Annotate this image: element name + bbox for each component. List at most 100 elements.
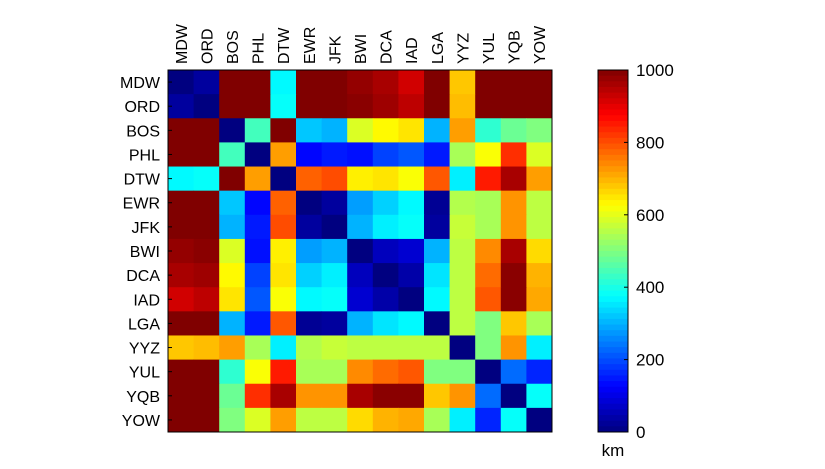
- heatmap-cell: [398, 287, 425, 312]
- row-label: BWI: [130, 244, 160, 261]
- heatmap-cell: [526, 70, 553, 95]
- heatmap-cell: [500, 214, 527, 240]
- row-label: PHL: [129, 147, 160, 164]
- heatmap-cell: [296, 359, 323, 385]
- row-labels: MDW ORD BOS PHL DTW EWR JFK BWI DCA IAD LGA YYZ YUL Y…: [120, 75, 172, 430]
- colorbar-segment: [598, 86, 628, 94]
- colorbar-segment: [598, 228, 628, 235]
- heatmap-cell: [321, 166, 348, 192]
- heatmap-cell: [321, 311, 348, 336]
- heatmap-cell: [398, 311, 425, 336]
- heatmap-cell: [500, 94, 527, 119]
- colorbar-segment: [598, 245, 628, 252]
- heatmap-cell: [219, 359, 246, 385]
- heatmap-cell: [296, 142, 323, 168]
- heatmap-cell: [347, 118, 374, 143]
- colorbar-segment: [598, 251, 628, 258]
- heatmap-cell: [347, 166, 374, 192]
- heatmap-cell: [424, 238, 451, 264]
- heatmap-cell: [193, 311, 220, 336]
- heatmap-cell: [296, 94, 323, 119]
- heatmap-cell: [193, 166, 220, 192]
- colorbar-tick-label: 0: [636, 423, 645, 442]
- colorbar-segment: [598, 369, 628, 376]
- heatmap-cell: [296, 263, 323, 288]
- heatmap-cell: [372, 214, 399, 240]
- heatmap-cell: [449, 214, 476, 240]
- heatmap-cell: [321, 359, 348, 385]
- heatmap-cell: [321, 383, 348, 409]
- column-labels: MDW ORD BOS PHL DTW EWR JFK BWI DCA IAD LGA YYZ YUL Y…: [174, 23, 549, 64]
- heatmap-cell: [372, 238, 399, 264]
- heatmap-cell: [475, 287, 502, 312]
- colorbar-segment: [598, 222, 628, 229]
- heatmap-cell: [193, 94, 220, 119]
- heatmap-cell: [219, 94, 246, 119]
- colorbar: [598, 70, 628, 433]
- heatmap-cell: [398, 263, 425, 288]
- colorbar-segment: [598, 200, 628, 207]
- heatmap-cell: [321, 94, 348, 119]
- heatmap-cell: [168, 335, 195, 361]
- row-label: JFK: [132, 220, 161, 237]
- heatmap-cell: [449, 287, 476, 312]
- heatmap-cell: [270, 287, 297, 312]
- heatmap-cell: [500, 238, 527, 264]
- heatmap-cell: [321, 335, 348, 361]
- colorbar-ticks: 0 200 400 600 800 1000: [624, 61, 674, 442]
- colorbar-segment: [598, 126, 628, 133]
- heatmap-cell: [449, 166, 476, 192]
- colorbar-segment: [598, 171, 628, 178]
- heatmap-cell: [244, 166, 271, 192]
- colorbar-segment: [598, 318, 628, 326]
- colorbar-segment: [598, 211, 628, 218]
- colorbar-segment: [598, 234, 628, 241]
- heatmap-cell: [244, 335, 271, 361]
- heatmap-cell: [424, 166, 451, 192]
- heatmap-cell: [372, 166, 399, 192]
- colorbar-segment: [598, 188, 628, 195]
- heatmap-cell: [526, 335, 553, 361]
- heatmap-cell: [449, 142, 476, 168]
- heatmap-cell: [500, 311, 527, 336]
- heatmap-cell: [321, 238, 348, 264]
- heatmap-cell: [270, 190, 297, 216]
- colorbar-segment: [598, 358, 628, 365]
- heatmap-cell: [168, 166, 195, 192]
- heatmap-cell: [398, 190, 425, 216]
- colorbar-segment: [598, 386, 628, 393]
- column-label: BOS: [225, 30, 242, 64]
- row-label: YOW: [122, 413, 161, 430]
- heatmap-cell: [219, 70, 246, 95]
- heatmap-cell: [168, 142, 195, 168]
- column-label: YQB: [507, 30, 524, 64]
- colorbar-segment: [598, 347, 628, 354]
- heatmap-cell: [168, 70, 195, 95]
- colorbar-segment: [598, 273, 628, 280]
- heatmap-cell: [296, 214, 323, 240]
- heatmap-cell: [475, 70, 502, 95]
- colorbar-segment: [598, 194, 628, 201]
- colorbar-segment: [598, 132, 628, 139]
- heatmap-cell: [424, 407, 451, 433]
- heatmap-cell: [244, 70, 271, 95]
- heatmap-cell: [424, 311, 451, 336]
- heatmap-cell: [526, 166, 553, 192]
- heatmap-cell: [244, 118, 271, 143]
- heatmap-cell: [424, 287, 451, 312]
- heatmap-cell: [168, 263, 195, 288]
- heatmap-cell: [244, 94, 271, 119]
- heatmap-cell: [372, 142, 399, 168]
- heatmap-cell: [296, 166, 323, 192]
- heatmap-cell: [449, 118, 476, 143]
- heatmap-cell: [449, 311, 476, 336]
- heatmap-cell: [244, 383, 271, 409]
- heatmap-cell: [526, 263, 553, 288]
- heatmap-cell: [372, 359, 399, 385]
- heatmap-cell: [424, 335, 451, 361]
- colorbar-segment: [598, 177, 628, 184]
- column-label: YUL: [481, 33, 498, 64]
- heatmap-cell: [321, 118, 348, 143]
- heatmap-cell: [219, 335, 246, 361]
- heatmap-cell: [193, 238, 220, 264]
